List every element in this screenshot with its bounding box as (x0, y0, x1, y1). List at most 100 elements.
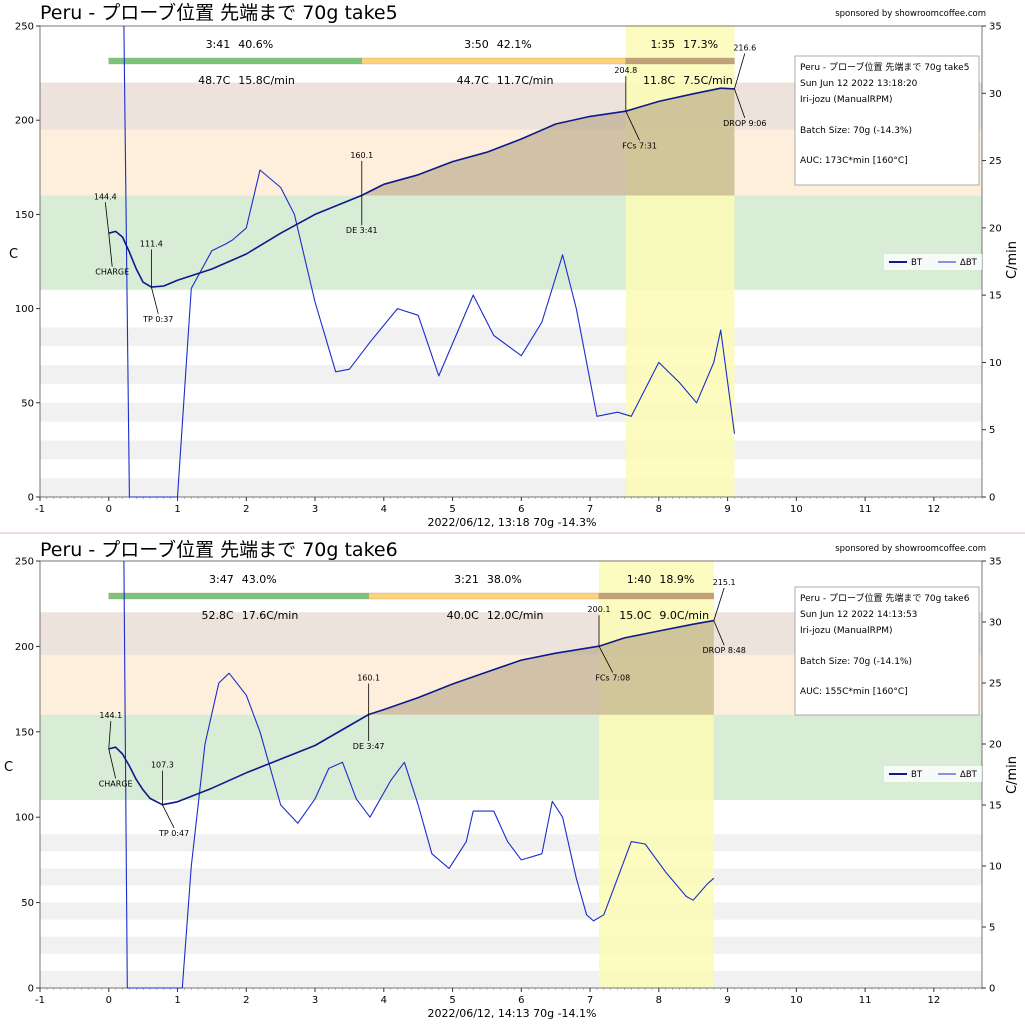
phase-time: 3:47 (209, 573, 234, 586)
x-tick-label: 7 (587, 504, 593, 515)
phase-delta: 44.7C (457, 74, 489, 87)
x-tick-label: 9 (724, 995, 730, 1006)
x-tick-label: 10 (790, 995, 803, 1006)
background-stripe (40, 936, 982, 954)
y-tick-label: 0 (28, 493, 34, 504)
y2-tick-label: 15 (989, 801, 1002, 812)
annotation-value: 144.1 (99, 711, 122, 720)
info-box: Peru - プローブ位置 先端まで 70g take5 Sun Jun 12 … (794, 55, 980, 186)
drying-band (40, 195, 982, 290)
y2-tick-label: 10 (989, 358, 1002, 369)
phase-delta: 40.0C (447, 609, 479, 622)
y2-tick-label: 5 (989, 923, 995, 934)
annotation-label: FCs 7:08 (595, 674, 630, 683)
y-axis-label: C (9, 247, 18, 262)
y2-tick-label: 25 (989, 156, 1002, 167)
x-tick-label: 6 (518, 995, 524, 1006)
y2-tick-label: 0 (989, 493, 995, 504)
phase-time: 1:35 (650, 38, 675, 51)
phase-delta: 48.7C (198, 74, 230, 87)
y2-tick-label: 35 (989, 557, 1002, 568)
background-stripe (40, 327, 982, 347)
y-tick-label: 150 (15, 727, 34, 738)
background-stripe (40, 834, 982, 852)
phase-bar: 3:41 40.6% 48.7C 15.8C/min 3:50 42.1% 44.7C 11.… (108, 38, 735, 87)
annotation-leader (734, 88, 746, 118)
y2-axis-label: C/min (1005, 241, 1020, 279)
info-box: Peru - プローブ位置 先端まで 70g take6 Sun Jun 12 … (794, 586, 980, 716)
phase-percent: 42.1% (497, 38, 532, 51)
bt-series-line (108, 87, 735, 288)
annotation-value: 204.8 (614, 66, 637, 75)
sponsor-text: sponsored by showroomcoffee.com (835, 9, 986, 19)
x-tick-label: 1 (174, 504, 180, 515)
info-machine: Iri-jozu (ManualRPM) (800, 626, 893, 636)
phase-percent: 38.0% (487, 573, 522, 586)
phase-time: 3:50 (464, 38, 489, 51)
y-tick-label: 150 (15, 210, 34, 221)
annotation-value: 216.6 (733, 43, 756, 52)
event-annotations: 144.1 CHARGE 107.3 TP 0:47 160.1 DE 3:47 200.1… (99, 578, 746, 838)
x-tick-label: 4 (381, 995, 387, 1006)
y-tick-label: 100 (15, 304, 34, 315)
annotation-leader (713, 620, 725, 646)
chart-title: Peru - プローブ位置 先端まで 70g take6 (40, 538, 398, 561)
phase-bar: 3:47 43.0% 52.8C 17.6C/min 3:21 38.0% 40.0C 12.… (108, 573, 714, 622)
annotation-label: DE 3:47 (353, 742, 385, 751)
x-tick-label: 3 (312, 995, 318, 1006)
x-tick-label: 0 (106, 504, 112, 515)
y2-axis-label: C/min (1005, 756, 1020, 794)
x-tick-label: 5 (449, 504, 455, 515)
phase-percent: 40.6% (238, 38, 273, 51)
annotation-label: CHARGE (99, 779, 133, 788)
annotation-label: TP 0:47 (158, 829, 189, 838)
x-tick-label: 12 (928, 504, 941, 515)
legend-frame (884, 254, 982, 270)
phase-delta: 15.0C (619, 609, 651, 622)
x-tick-label: 9 (724, 504, 730, 515)
phase-segment (598, 592, 714, 600)
x-tick-label: 10 (790, 504, 803, 515)
x-tick-label: 7 (587, 995, 593, 1006)
annotation-value: 215.1 (713, 578, 736, 587)
y2-tick-label: 25 (989, 679, 1002, 690)
info-date: Sun Jun 12 2022 13:18:20 (800, 79, 918, 89)
legend-ror-label: ΔBT (960, 258, 978, 268)
info-box-frame (794, 586, 980, 716)
annotation-leader (108, 721, 112, 749)
y-axis-label: C (4, 760, 13, 775)
phase-segment (108, 592, 369, 600)
annotation-leader (108, 233, 113, 267)
x-tick-label: 4 (381, 504, 387, 515)
phase-ror: 11.7C/min (497, 74, 554, 87)
phase-segment (625, 57, 735, 65)
x-tick-label: 5 (449, 995, 455, 1006)
ror-series-line (123, 25, 736, 498)
y2-tick-label: 10 (989, 862, 1002, 873)
drying-band (40, 714, 982, 801)
x-tick-label: 2 (243, 504, 249, 515)
y2-tick-label: 0 (989, 984, 995, 995)
phase-time: 3:21 (454, 573, 479, 586)
legend: BT ΔBT (884, 766, 982, 782)
background-stripe (40, 440, 982, 460)
y2-tick-label: 15 (989, 291, 1002, 302)
annotation-leader (151, 287, 159, 314)
x-axis-caption: 2022/06/12, 14:13 70g -14.1% (428, 1007, 597, 1020)
annotation-label: DROP 8:48 (702, 646, 745, 655)
y-tick-label: 100 (15, 813, 34, 824)
x-tick-label: 2 (243, 995, 249, 1006)
annotation-value: 107.3 (151, 761, 174, 770)
info-title: Peru - プローブ位置 先端まで 70g take5 (800, 61, 969, 73)
x-tick-label: -1 (35, 995, 45, 1006)
series (108, 25, 736, 498)
x-tick-label: -1 (35, 504, 45, 515)
legend-frame (884, 766, 982, 782)
background-stripe (40, 902, 982, 920)
info-title: Peru - プローブ位置 先端まで 70g take6 (800, 592, 970, 604)
auc-area (361, 88, 735, 196)
phase-percent: 43.0% (242, 573, 277, 586)
annotation-leader (104, 202, 110, 234)
y2-tick-label: 30 (989, 618, 1002, 629)
background-stripe (40, 970, 982, 988)
